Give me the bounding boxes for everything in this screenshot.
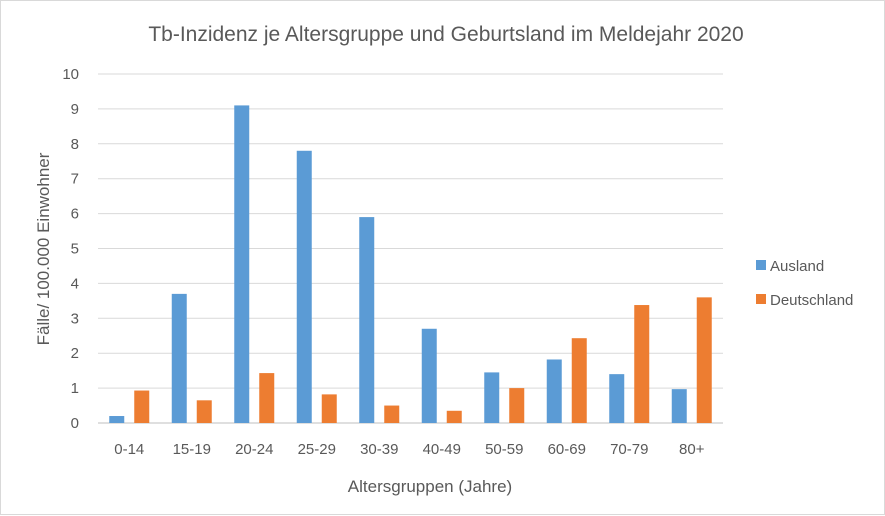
bar-ausland-40-49 <box>421 328 437 423</box>
y-axis-title: Fälle/ 100.000 Einwohner <box>34 152 53 345</box>
bar-ausland-70-79 <box>609 374 625 423</box>
x-tick-label: 40-49 <box>423 441 461 458</box>
bar-deutschland-60-69 <box>571 338 587 423</box>
y-tick-label: 4 <box>71 275 79 292</box>
x-tick-label: 20-24 <box>235 441 273 458</box>
x-tick-label: 80+ <box>679 441 705 458</box>
bar-deutschland-15-19 <box>196 400 212 423</box>
legend-swatch-ausland <box>756 260 766 270</box>
y-tick-label: 7 <box>71 171 79 188</box>
x-tick-label: 15-19 <box>173 441 211 458</box>
bar-ausland-0-14 <box>109 416 125 423</box>
bar-deutschland-80+ <box>696 297 712 423</box>
bar-deutschland-50-59 <box>509 388 525 423</box>
legend: Ausland Deutschland <box>756 258 853 309</box>
bar-deutschland-40-49 <box>446 410 462 423</box>
bar-ausland-80+ <box>671 389 687 423</box>
bar-deutschland-20-24 <box>259 373 275 423</box>
bar-deutschland-0-14 <box>134 390 150 423</box>
x-axis-title: Altersgruppen (Jahre) <box>348 477 512 496</box>
bar-ausland-50-59 <box>484 372 500 423</box>
y-tick-label: 0 <box>71 415 79 432</box>
chart-title: Tb-Inzidenz je Altersgruppe und Geburtsl… <box>148 23 743 46</box>
bar-ausland-25-29 <box>296 150 312 423</box>
y-tick-label: 5 <box>71 241 79 258</box>
legend-swatch-deutschland <box>756 294 766 304</box>
bar-ausland-15-19 <box>171 293 187 423</box>
x-tick-label: 60-69 <box>548 441 586 458</box>
bar-deutschland-30-39 <box>384 405 400 423</box>
bar-deutschland-25-29 <box>321 394 337 423</box>
y-tick-label: 6 <box>71 206 79 223</box>
bar-ausland-20-24 <box>234 105 250 423</box>
x-tick-label: 30-39 <box>360 441 398 458</box>
y-tick-label: 10 <box>62 66 79 83</box>
y-tick-label: 8 <box>71 136 79 153</box>
bar-ausland-30-39 <box>359 217 375 423</box>
x-tick-label: 0-14 <box>114 441 144 458</box>
x-tick-label: 25-29 <box>298 441 336 458</box>
y-tick-label: 3 <box>71 310 79 327</box>
x-tick-label: 50-59 <box>485 441 523 458</box>
y-tick-label: 1 <box>71 380 79 397</box>
legend-label-deutschland: Deutschland <box>770 292 853 309</box>
x-axis-ticks: 0-14 15-19 20-24 25-29 30-39 40-49 50-59 60-69 7… <box>114 441 704 458</box>
gridlines <box>98 73 723 424</box>
x-tick-label: 70-79 <box>610 441 648 458</box>
y-axis-ticks: 0 1 2 3 4 5 6 7 8 9 10 <box>62 66 79 432</box>
y-tick-label: 9 <box>71 101 79 118</box>
bars <box>109 105 712 423</box>
y-tick-label: 2 <box>71 345 79 362</box>
bar-ausland-60-69 <box>546 359 562 423</box>
legend-label-ausland: Ausland <box>770 258 824 275</box>
bar-deutschland-70-79 <box>634 305 650 423</box>
